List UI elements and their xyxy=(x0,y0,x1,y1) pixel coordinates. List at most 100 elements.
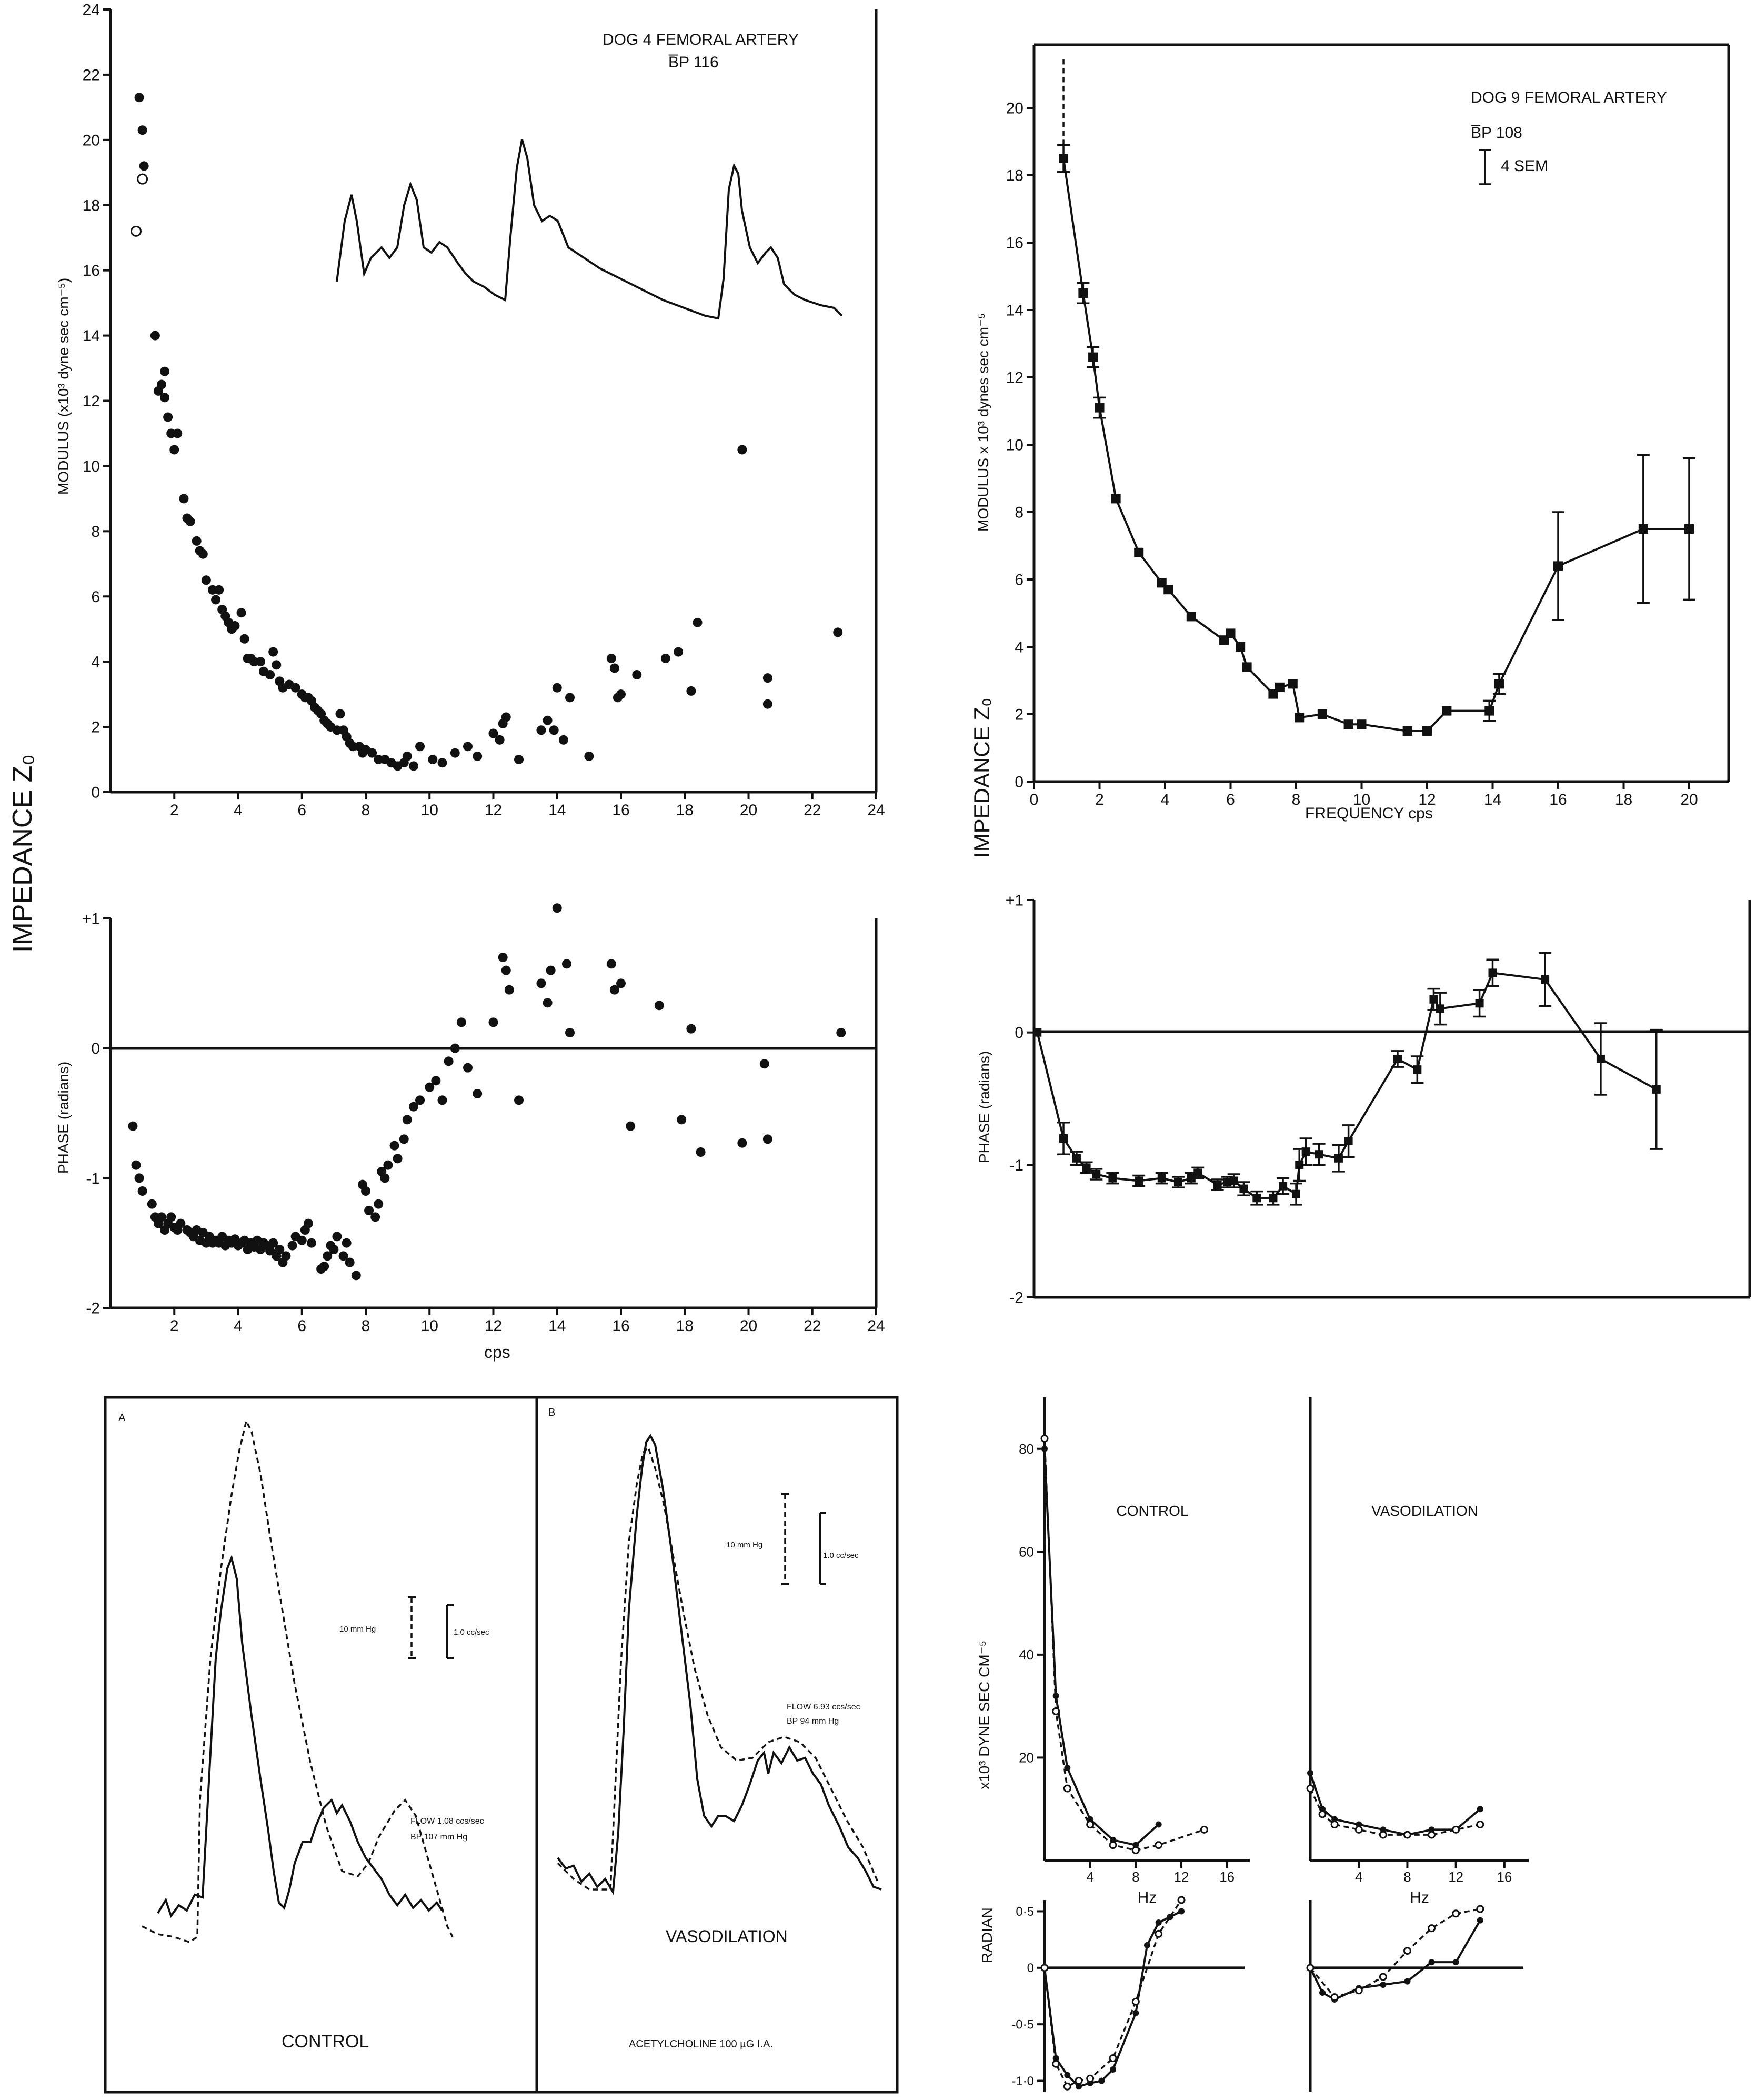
dog4-modulus-point xyxy=(179,494,189,504)
dog4-phase-point xyxy=(166,1212,176,1222)
dog9-phase-point xyxy=(1541,975,1550,984)
dog4-phase-point xyxy=(552,903,562,913)
dog9-phase-point xyxy=(1092,1169,1101,1178)
chart-summary-phase: RADIAN 0·5 0 -0·5 -1·0 xyxy=(979,1896,1523,2092)
dog9-phase-point xyxy=(1187,1174,1196,1183)
dog4-phase-xlabel: cps xyxy=(484,1343,510,1362)
dog4-phase-point xyxy=(389,1141,399,1151)
dog4-phase-point xyxy=(606,959,616,969)
dog4-modulus-point xyxy=(290,683,300,693)
dog4-phase-point xyxy=(303,1218,313,1228)
dog9-modulus-point xyxy=(1317,709,1327,719)
summary-vasodilation-modulus-xtick-label: 8 xyxy=(1403,1869,1411,1885)
summary-control-modulus-point xyxy=(1109,1841,1117,1849)
dog9-phase-point xyxy=(1295,1161,1304,1169)
dog4-phase-ytick-label: -2 xyxy=(86,1300,100,1317)
summary-control-phase-point xyxy=(1063,2082,1071,2091)
summary-control-title: CONTROL xyxy=(1117,1503,1189,1519)
summary-control-modulus-point xyxy=(1040,1434,1049,1443)
dog4-modulus-point xyxy=(150,331,160,341)
dog9-phase-point xyxy=(1082,1163,1091,1172)
dog4-modulus-point xyxy=(408,761,418,771)
summary-vasodilation-phase-line-open xyxy=(1309,1908,1481,1998)
dog9-modulus-xtick-label: 0 xyxy=(1030,791,1039,808)
dog4-modulus-point xyxy=(265,669,275,679)
summary-vasodilation-modulus-point xyxy=(1330,1821,1339,1829)
dog4-phase-point xyxy=(488,1017,498,1027)
dog9-modulus-xtick-label: 20 xyxy=(1680,791,1698,808)
bp-text-control: B̅P 107 mm Hg xyxy=(410,1832,467,1842)
dog9-phase-point xyxy=(1315,1150,1323,1159)
dog4-modulus-ytick-label: 14 xyxy=(83,327,100,345)
dog4-phase-xtick-label: 10 xyxy=(421,1317,438,1335)
chart-dog4-phase: 2 4 6 8 10 12 14 16 18 20 22 24+10-1-2 PHASE (radia… xyxy=(55,903,885,1362)
dog4-phase-point xyxy=(654,1001,664,1011)
dog4-modulus-title: DOG 4 FEMORAL ARTERY xyxy=(603,31,799,48)
summary-control-modulus-ytick-label: 20 xyxy=(1019,1750,1034,1766)
waveform-vasodilation-flow-trace xyxy=(557,1445,880,1891)
dog4-modulus-subtitle: B̅P 116 xyxy=(668,54,719,71)
dog4-modulus-point xyxy=(616,689,626,699)
dog4-modulus-point xyxy=(501,712,511,722)
dog9-sem-legend: 4 SEM xyxy=(1501,157,1548,175)
dog4-phase-point xyxy=(338,1251,348,1261)
dog4-modulus-point xyxy=(552,683,562,693)
dog4-phase-point xyxy=(415,1095,425,1105)
summary-vasodilation-phase-point xyxy=(1452,1959,1459,1966)
dog9-modulus-ytick-label: 6 xyxy=(1015,572,1024,589)
dog9-modulus-xtick-label: 12 xyxy=(1418,791,1436,808)
summary-vasodilation-modulus-point xyxy=(1318,1810,1327,1818)
dog4-modulus-point xyxy=(134,93,144,103)
dog4-modulus-point xyxy=(139,161,149,171)
dog9-phase-point xyxy=(1475,999,1484,1008)
dog4-modulus-point xyxy=(686,686,696,696)
dog4-phase-point xyxy=(364,1206,374,1215)
dog9-modulus-point xyxy=(1275,682,1285,692)
dog4-phase-point xyxy=(268,1238,278,1248)
dog9-phase-point xyxy=(1436,1004,1444,1013)
dog9-phase-point xyxy=(1413,1065,1422,1074)
dog9-modulus-subtitle: B̅P 108 xyxy=(1471,124,1522,142)
scale-flow-label-vasodilation: 1.0 cc/sec xyxy=(823,1551,859,1560)
waveform-vasodilation-pressure-trace xyxy=(557,1434,882,1896)
dog4-phase-point xyxy=(393,1154,403,1164)
dog4-phase-point xyxy=(281,1251,291,1261)
dog4-modulus-point xyxy=(192,536,202,546)
dog9-modulus-ytick-label: 2 xyxy=(1015,706,1024,724)
dog4-phase-point xyxy=(402,1115,412,1125)
dog4-phase-xtick-label: 24 xyxy=(867,1317,885,1335)
summary-control-modulus-point xyxy=(1155,1821,1162,1828)
dog4-phase-point xyxy=(543,998,553,1008)
figure-side-label: IMPEDANCE Z₀ xyxy=(7,754,38,953)
summary-vasodilation-phase-point xyxy=(1379,1973,1387,1981)
summary-vasodilation-phase-point xyxy=(1380,1982,1387,1988)
dog4-phase-point xyxy=(450,1043,460,1053)
dog4-phase-xtick-label: 14 xyxy=(548,1317,566,1335)
dog4-modulus-ytick-label: 16 xyxy=(83,262,100,279)
dog9-modulus-point xyxy=(1288,679,1298,689)
dog4-phase-xtick-label: 12 xyxy=(485,1317,502,1335)
dog9-phase-point xyxy=(1488,968,1497,977)
dog4-modulus-point xyxy=(163,412,173,422)
summary-vasodilation-xlabel: Hz xyxy=(1410,1889,1429,1906)
dog4-modulus-xtick-label: 18 xyxy=(676,802,694,819)
dog9-modulus-xtick-label: 16 xyxy=(1549,791,1567,808)
summary-vasodilation-modulus-point xyxy=(1307,1769,1313,1776)
dog4-modulus-xtick-label: 24 xyxy=(867,802,885,819)
dog9-phase-ytick-label: -1 xyxy=(1009,1157,1024,1174)
summary-vasodilation-phase-point xyxy=(1452,1909,1460,1918)
dog4-modulus-xtick-label: 12 xyxy=(485,802,502,819)
dog4-phase-xtick-label: 22 xyxy=(804,1317,821,1335)
dog4-modulus-xtick-label: 20 xyxy=(740,802,757,819)
dog4-phase-xtick-label: 2 xyxy=(170,1317,179,1335)
summary-vasodilation-modulus-point xyxy=(1379,1831,1387,1839)
dog4-phase-point xyxy=(444,1056,454,1066)
summary-vasodilation-title: VASODILATION xyxy=(1371,1503,1478,1519)
dog4-modulus-point xyxy=(255,657,265,667)
dog4-phase-point xyxy=(380,1173,390,1183)
dog4-modulus-point xyxy=(473,751,483,761)
dog4-phase-xtick-label: 6 xyxy=(297,1317,306,1335)
dog4-modulus-xtick-label: 16 xyxy=(612,802,629,819)
dog4-modulus-ytick-label: 8 xyxy=(91,523,100,541)
dog9-modulus-point xyxy=(1236,642,1246,652)
